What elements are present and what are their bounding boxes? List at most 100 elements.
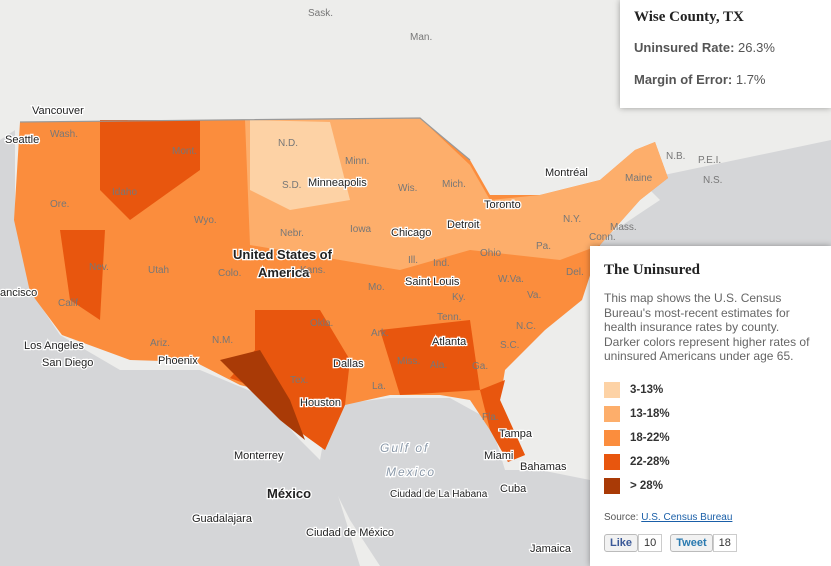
map-label: Tenn. (437, 312, 461, 323)
map-label: Mich. (442, 179, 466, 190)
map-label: Gulf of (380, 441, 429, 455)
map-label: Ore. (50, 199, 69, 210)
map-label: Detroit (447, 219, 479, 231)
map-labels: Sask. Man. Vancouver Seattle Wash. Mont. N.D. M… (0, 8, 722, 556)
legend-label: 13-18% (630, 407, 670, 420)
legend-item: 18-22% (604, 426, 817, 450)
map-label: Toronto (484, 199, 521, 211)
map-label: Idaho (112, 187, 137, 198)
map-label: Mexico (386, 465, 436, 479)
map-label: Monterrey (234, 450, 284, 462)
map-label: Colo. (218, 268, 241, 279)
map-label: Ill. (408, 255, 418, 266)
panel-title: The Uninsured (604, 262, 701, 278)
south-region (380, 320, 480, 395)
nevada (60, 230, 105, 320)
map-label: Mont. (172, 146, 197, 157)
map-label: N.D. (278, 138, 298, 149)
map-label: Mass. (610, 222, 637, 233)
map-label: Iowa (350, 224, 372, 235)
map-label: Tampa (499, 428, 533, 440)
map-label: Miss. (397, 356, 420, 367)
map-label: ancisco (0, 287, 37, 299)
map-label: Bahamas (520, 461, 567, 473)
map-label: Ind. (433, 258, 450, 269)
info-row: Margin of Error: 1.7% (634, 72, 817, 87)
texas (230, 310, 350, 450)
map-label: Nebr. (280, 228, 304, 239)
mountain-region (100, 120, 200, 220)
info-row: Uninsured Rate: 26.3% (634, 40, 817, 55)
source: Source: U.S. Census Bureau (604, 512, 817, 523)
map-label: Calif. (58, 298, 81, 309)
map-label: United States of (233, 247, 333, 262)
tweet-group: Tweet 18 (670, 533, 737, 552)
like-count: 10 (638, 533, 663, 552)
map-label: N.C. (516, 321, 536, 332)
map-label: Wyo. (194, 215, 217, 226)
map-label: Miami (484, 450, 513, 462)
label: Uninsured Rate: (634, 40, 735, 55)
info-title: Wise County, TX (634, 9, 744, 25)
like-button[interactable]: Like (604, 533, 639, 552)
tweet-count: 18 (712, 533, 737, 552)
gulf (320, 398, 590, 566)
map-label: N.B. (666, 151, 685, 162)
map-label: America (258, 265, 310, 280)
legend-item: 13-18% (604, 402, 817, 426)
map-label: Los Angeles (24, 340, 84, 352)
label: Margin of Error: (634, 72, 733, 87)
social: Like 10 Tweet 18 (604, 533, 817, 552)
map-label: Ala. (430, 360, 447, 371)
map-label: Ciudad de La Habana (390, 489, 488, 500)
pacific (0, 130, 360, 566)
map-label: S.C. (500, 340, 519, 351)
map-label: N.M. (212, 335, 233, 346)
map-label: Montréal (545, 167, 588, 179)
map-label: Ark. (371, 328, 389, 339)
source-link[interactable]: U.S. Census Bureau (641, 511, 733, 523)
map-label: La. (372, 381, 386, 392)
map-label: Okla. (310, 318, 333, 329)
map-label: Atlanta (432, 336, 467, 348)
map-label: Tex. (290, 375, 308, 386)
like-group: Like 10 (604, 533, 663, 552)
map-label: Guadalajara (192, 513, 253, 525)
map-label: Vancouver (32, 105, 84, 117)
map-label: Seattle (5, 134, 39, 146)
florida (480, 380, 525, 462)
map-label: Utah (148, 265, 169, 276)
map-label: Ariz. (150, 338, 170, 349)
map-label: Pa. (536, 241, 551, 252)
info-box: Wise County, TX Uninsured Rate: 26.3% Ma… (620, 0, 831, 108)
map-label: P.E.I. (698, 155, 721, 166)
low-region (245, 118, 668, 270)
map-label: Chicago (391, 227, 431, 239)
value: 1.7% (735, 72, 766, 87)
map-label: San Diego (42, 357, 93, 369)
map-label: México (267, 486, 311, 501)
map-label: Kans. (300, 265, 326, 276)
map-label: W.Va. (498, 274, 524, 285)
legend-swatch (604, 405, 620, 422)
map-label: Ga. (472, 361, 488, 372)
map-label: Houston (300, 397, 341, 409)
value: 26.3% (738, 40, 775, 55)
legend-swatch (604, 381, 620, 398)
map-label: Dallas (333, 358, 364, 370)
legend-swatch (604, 453, 620, 470)
legend-item: 22-28% (604, 450, 817, 474)
map-label: Ky. (452, 292, 466, 303)
map-label: Del. (566, 267, 584, 278)
map-label: Cuba (500, 483, 527, 495)
legend-panel: The Uninsured This map shows the U.S. Ce… (590, 246, 831, 566)
tweet-button[interactable]: Tweet (670, 533, 713, 552)
legend-item: > 28% (604, 474, 817, 498)
map-label: Phoenix (158, 355, 198, 367)
map-label: Nev. (89, 262, 109, 273)
map-label: N.S. (703, 175, 722, 186)
map-label: Wis. (398, 183, 417, 194)
map-label: Jamaica (530, 543, 572, 555)
map-label: Man. (410, 32, 432, 43)
source-label: Source: (604, 511, 639, 523)
